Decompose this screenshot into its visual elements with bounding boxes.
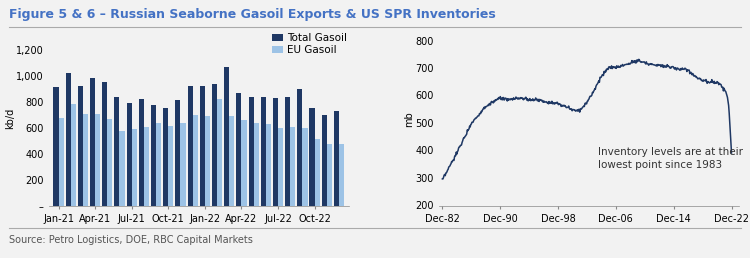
Bar [156,123,161,206]
Bar [132,129,136,206]
Bar [107,119,112,206]
Bar [139,99,144,206]
Bar [310,108,314,206]
Bar [114,97,119,206]
Bar [176,100,181,206]
Legend: Total Gasoil, EU Gasoil: Total Gasoil, EU Gasoil [272,33,346,55]
Bar [53,87,58,206]
Bar [297,89,302,206]
Bar [188,86,193,206]
Y-axis label: kb/d: kb/d [4,108,15,129]
Bar [242,120,247,206]
Bar [248,96,254,206]
Bar [151,105,156,206]
Bar [144,127,149,206]
Bar [212,84,217,206]
Text: Source: Petro Logistics, DOE, RBC Capital Markets: Source: Petro Logistics, DOE, RBC Capita… [9,235,253,245]
Bar [314,139,320,206]
Bar [164,108,168,206]
Bar [205,116,210,206]
Bar [302,128,307,206]
Bar [230,116,234,206]
Bar [70,104,76,206]
Bar [322,115,327,206]
Bar [217,99,222,206]
Bar [334,111,339,206]
Bar [119,131,124,206]
Bar [168,126,173,206]
Bar [254,123,259,206]
Text: Inventory levels are at their
lowest point since 1983: Inventory levels are at their lowest poi… [598,147,742,170]
Bar [95,114,100,206]
Bar [224,67,230,206]
Bar [200,86,205,206]
Bar [102,82,107,206]
Y-axis label: mb: mb [404,111,414,127]
Bar [58,118,64,206]
Bar [266,124,271,206]
Text: Figure 5 & 6 – Russian Seaborne Gasoil Exports & US SPR Inventories: Figure 5 & 6 – Russian Seaborne Gasoil E… [9,8,496,21]
Bar [278,128,284,206]
Bar [193,115,198,206]
Bar [261,97,266,206]
Bar [65,72,70,206]
Bar [273,98,278,206]
Bar [339,144,344,206]
Bar [90,78,95,206]
Bar [236,93,242,206]
Bar [327,144,332,206]
Bar [78,86,83,206]
Bar [285,96,290,206]
Bar [127,103,132,206]
Bar [181,123,185,206]
Bar [83,114,88,206]
Bar [290,127,296,206]
